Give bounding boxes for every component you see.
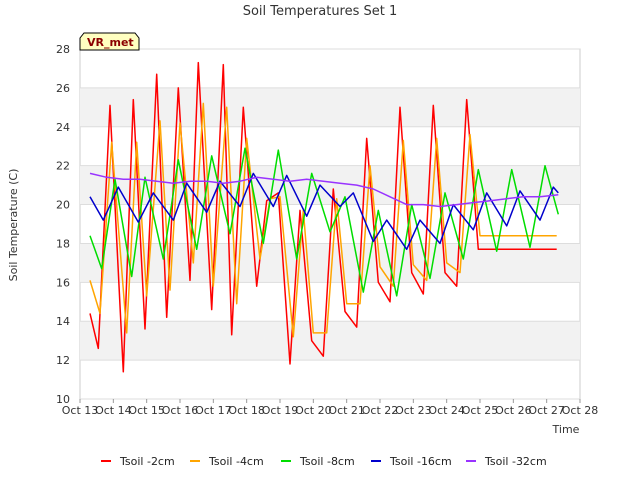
series-line-4 bbox=[89, 172, 559, 251]
site-label: VR_met bbox=[87, 36, 134, 49]
y-tick-label: 26 bbox=[56, 82, 70, 95]
x-tick-label: Oct 20 bbox=[295, 404, 332, 417]
y-tick-label: 14 bbox=[56, 315, 70, 328]
x-tick-label: Oct 24 bbox=[428, 404, 465, 417]
y-tick-label: 22 bbox=[56, 160, 70, 173]
x-tick-label: Oct 22 bbox=[362, 404, 399, 417]
x-tick-label: Oct 25 bbox=[462, 404, 499, 417]
y-tick-label: 28 bbox=[56, 43, 70, 56]
y-tick-label: 16 bbox=[56, 276, 70, 289]
y-axis-title: Soil Temperature (C) bbox=[7, 169, 20, 282]
series-line-1 bbox=[89, 61, 557, 373]
legend-label: Tsoil -8cm bbox=[299, 455, 355, 468]
y-tick-label: 18 bbox=[56, 237, 70, 250]
y-tick-label: 12 bbox=[56, 354, 70, 367]
x-tick-label: Oct 28 bbox=[562, 404, 599, 417]
grid-band bbox=[80, 87, 580, 127]
legend-label: Tsoil -2cm bbox=[119, 455, 175, 468]
chart-title: Soil Temperatures Set 1 bbox=[243, 4, 398, 19]
x-tick-label: Oct 23 bbox=[395, 404, 432, 417]
grid-band bbox=[80, 321, 580, 361]
series-line-3 bbox=[89, 147, 560, 297]
legend-label: Tsoil -4cm bbox=[208, 455, 264, 468]
x-tick-label: Oct 13 bbox=[62, 404, 99, 417]
y-axis: 10 12 14 16 18 20 22 24 26 28 bbox=[56, 43, 70, 406]
x-tick-label: Oct 27 bbox=[528, 404, 565, 417]
series-line-5 bbox=[89, 172, 559, 208]
grid bbox=[80, 48, 580, 400]
site-label-box: VR_met bbox=[79, 32, 140, 51]
x-tick-label: Oct 14 bbox=[95, 404, 132, 417]
legend-label: Tsoil -16cm bbox=[389, 455, 452, 468]
x-tick-label: Oct 19 bbox=[262, 404, 299, 417]
x-tick-label: Oct 16 bbox=[162, 404, 199, 417]
x-tick-label: Oct 17 bbox=[195, 404, 232, 417]
x-tick-label: Oct 18 bbox=[228, 404, 265, 417]
series-layer bbox=[89, 61, 560, 373]
x-tick-label: Oct 21 bbox=[328, 404, 365, 417]
x-axis-title: Time bbox=[552, 423, 580, 436]
legend-label: Tsoil -32cm bbox=[484, 455, 547, 468]
legend: Tsoil -2cm Tsoil -4cm Tsoil -8cm Tsoil -16c… bbox=[101, 455, 547, 468]
x-tick-label: Oct 26 bbox=[495, 404, 532, 417]
x-tick-label: Oct 15 bbox=[128, 404, 165, 417]
y-tick-label: 20 bbox=[56, 199, 70, 212]
y-tick-label: 24 bbox=[56, 121, 70, 134]
series-line-2 bbox=[89, 102, 557, 338]
y-tick-label: 10 bbox=[56, 393, 70, 406]
